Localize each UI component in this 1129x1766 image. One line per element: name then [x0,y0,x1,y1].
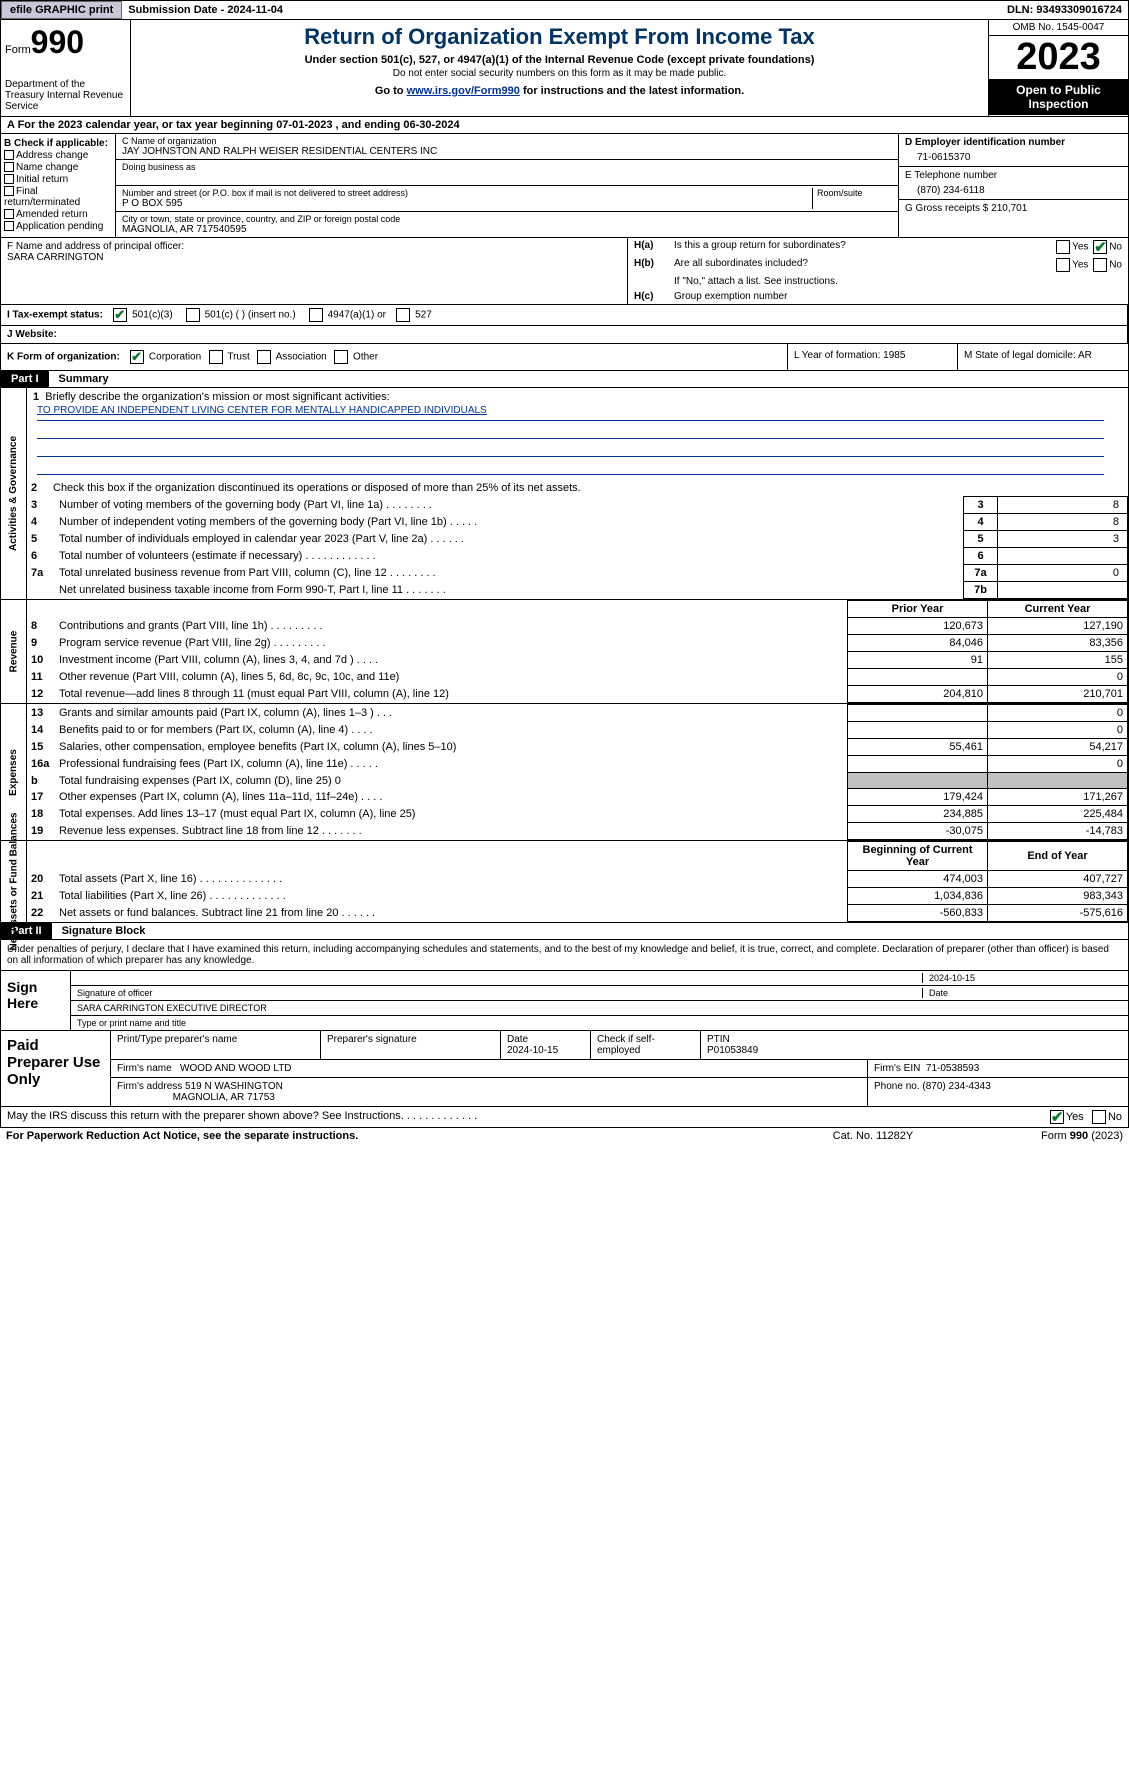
dept-treasury: Department of the Treasury Internal Reve… [5,79,126,112]
chk-hb-no[interactable] [1093,258,1107,272]
tax-year: 2023 [989,36,1128,79]
form-header: Form 990 Department of the Treasury Inte… [0,20,1129,117]
part2-header: Part II Signature Block [0,923,1129,940]
net-assets-section: Net Assets or Fund Balances Beginning of… [0,841,1129,923]
header-grid: B Check if applicable: Address change Na… [0,134,1129,238]
officer-name-title: SARA CARRINGTON EXECUTIVE DIRECTOR [77,1003,267,1013]
chk-may-yes[interactable] [1050,1110,1064,1124]
dln: DLN: 93493309016724 [1001,2,1128,18]
expenses-table: 13Grants and similar amounts paid (Part … [27,704,1128,840]
chk-may-no[interactable] [1092,1110,1106,1124]
chk-app-pending[interactable] [4,221,14,231]
activities-governance: Activities & Governance 1 Briefly descri… [0,388,1129,600]
efile-print-button[interactable]: efile GRAPHIC print [1,1,122,19]
chk-501c3[interactable] [113,308,127,322]
col-c-org-info: C Name of organization JAY JOHNSTON AND … [116,134,898,237]
chk-4947[interactable] [309,308,323,322]
firm-phone: (870) 234-4343 [922,1081,990,1092]
ij-row: I Tax-exempt status: 501(c)(3) 501(c) ( … [0,305,1129,344]
net-assets-table: Beginning of Current YearEnd of Year20To… [27,841,1128,922]
irs-link[interactable]: www.irs.gov/Form990 [407,85,520,97]
org-name: JAY JOHNSTON AND RALPH WEISER RESIDENTIA… [122,146,892,157]
form-number: 990 [31,24,84,61]
omb-number: OMB No. 1545-0047 [989,20,1128,36]
cat-no: Cat. No. 11282Y [773,1130,973,1142]
part1-header: Part I Summary [0,371,1129,388]
ptin: P01053849 [707,1045,758,1056]
chk-amended[interactable] [4,209,14,219]
chk-hb-yes[interactable] [1056,258,1070,272]
governance-table: 3Number of voting members of the governi… [27,496,1128,599]
chk-final-return[interactable] [4,186,14,196]
paid-preparer-block: Paid Preparer Use Only Print/Type prepar… [0,1031,1129,1107]
chk-name-change[interactable] [4,162,14,172]
goto-line: Go to www.irs.gov/Form990 for instructio… [135,85,984,97]
expenses-section: Expenses 13Grants and similar amounts pa… [0,704,1129,841]
gross-receipts: G Gross receipts $ 210,701 [905,203,1122,214]
revenue-section: Revenue Prior YearCurrent Year8Contribut… [0,600,1129,704]
col-b-checkboxes: B Check if applicable: Address change Na… [1,134,116,237]
chk-ha-no[interactable] [1093,240,1107,254]
klm-row: K Form of organization: Corporation Trus… [0,344,1129,371]
submission-date: Submission Date - 2024-11-04 [122,2,289,18]
chk-corp[interactable] [130,350,144,364]
firm-addr1: 519 N WASHINGTON [185,1081,283,1092]
revenue-table: Prior YearCurrent Year8Contributions and… [27,600,1128,703]
firm-addr2: MAGNOLIA, AR 71753 [173,1092,275,1103]
org-address: P O BOX 595 [122,198,812,209]
sign-here-block: Sign Here 2024-10-15 Signature of office… [0,971,1129,1031]
org-city: MAGNOLIA, AR 717540595 [122,224,892,235]
officer-h-row: F Name and address of principal officer:… [0,238,1129,305]
may-irs-discuss: May the IRS discuss this return with the… [0,1107,1129,1128]
firm-ein: 71-0538593 [926,1063,979,1074]
year-formation: L Year of formation: 1985 [788,344,958,370]
ssn-note: Do not enter social security numbers on … [135,68,984,79]
chk-assoc[interactable] [257,350,271,364]
open-to-public: Open to Public Inspection [989,79,1128,115]
chk-527[interactable] [396,308,410,322]
chk-trust[interactable] [209,350,223,364]
chk-501c[interactable] [186,308,200,322]
footer: For Paperwork Reduction Act Notice, see … [0,1128,1129,1144]
subtitle: Under section 501(c), 527, or 4947(a)(1)… [135,54,984,66]
topbar: efile GRAPHIC print Submission Date - 20… [0,0,1129,20]
mission-text: TO PROVIDE AN INDEPENDENT LIVING CENTER … [37,405,1104,421]
penalty-text: Under penalties of perjury, I declare th… [0,940,1129,971]
ein: 71-0615370 [905,148,1122,163]
principal-officer: SARA CARRINGTON [7,252,621,263]
main-title: Return of Organization Exempt From Incom… [135,24,984,50]
firm-name: WOOD AND WOOD LTD [180,1063,291,1074]
form-word: Form [5,44,31,56]
chk-other[interactable] [334,350,348,364]
prep-date: 2024-10-15 [507,1045,558,1056]
col-right-ids: D Employer identification number 71-0615… [898,134,1128,237]
state-domicile: M State of legal domicile: AR [958,344,1128,370]
sign-date: 2024-10-15 [922,973,1122,983]
chk-initial-return[interactable] [4,174,14,184]
chk-ha-yes[interactable] [1056,240,1070,254]
chk-address-change[interactable] [4,150,14,160]
telephone: (870) 234-6118 [905,181,1122,196]
line-a-tax-year: A For the 2023 calendar year, or tax yea… [0,117,1129,134]
